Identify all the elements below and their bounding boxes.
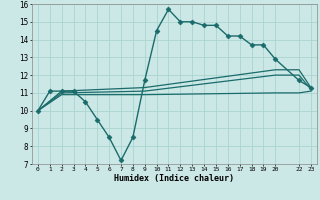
X-axis label: Humidex (Indice chaleur): Humidex (Indice chaleur) bbox=[115, 174, 234, 183]
